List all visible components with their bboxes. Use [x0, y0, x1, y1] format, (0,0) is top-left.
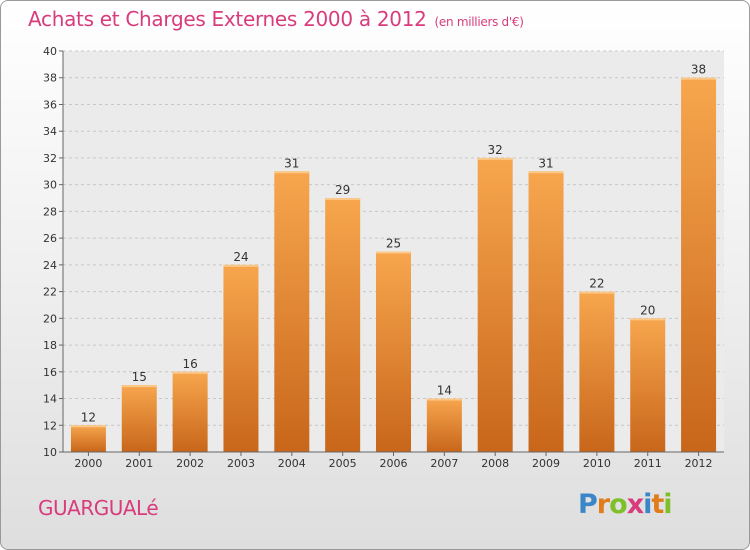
- chart-title: Achats et Charges Externes 2000 à 2012 (e…: [28, 7, 524, 31]
- x-tick-label: 2009: [532, 457, 560, 470]
- y-tick-label: 40: [43, 45, 57, 58]
- bar-2010: [579, 291, 615, 452]
- bar-top-highlight: [223, 264, 259, 267]
- bar-top-highlight: [325, 198, 361, 201]
- proxiti-logo: Proxiti: [578, 489, 673, 520]
- bar-2011: [630, 318, 666, 452]
- commune-name: GUARGUALé: [38, 496, 159, 520]
- chart-title-text: Achats et Charges Externes 2000 à 2012: [28, 7, 427, 31]
- x-tick-label: 2008: [481, 457, 509, 470]
- logo-letter: t: [651, 489, 664, 520]
- bar-value-label: 29: [335, 183, 350, 197]
- bar-top-highlight: [426, 398, 462, 401]
- y-tick-label: 20: [43, 312, 57, 325]
- logo-letter: x: [626, 489, 644, 520]
- bar-top-highlight: [70, 425, 106, 428]
- logo-letter: o: [609, 489, 628, 520]
- bar-top-highlight: [121, 385, 157, 388]
- y-tick-label: 26: [43, 232, 57, 245]
- bar-2005: [325, 198, 361, 452]
- y-tick-label: 32: [43, 152, 57, 165]
- y-tick-label: 38: [43, 72, 57, 85]
- bar-top-highlight: [172, 371, 208, 374]
- bar-2009: [528, 171, 564, 453]
- bar-2000: [70, 425, 106, 452]
- y-tick-label: 14: [43, 393, 57, 406]
- x-tick-label: 2007: [430, 457, 458, 470]
- bar-2001: [121, 385, 157, 452]
- bar-top-highlight: [477, 157, 513, 160]
- bar-2012: [681, 77, 717, 452]
- x-tick-label: 2002: [176, 457, 204, 470]
- bar-top-highlight: [579, 291, 615, 294]
- bar-top-highlight: [681, 77, 717, 80]
- bar-value-label: 31: [284, 156, 299, 170]
- bar-2007: [426, 398, 462, 452]
- bar-value-label: 15: [132, 370, 147, 384]
- x-tick-label: 2003: [227, 457, 255, 470]
- bar-value-label: 14: [437, 384, 452, 398]
- bar-top-highlight: [528, 171, 564, 174]
- bar-value-label: 20: [640, 303, 655, 317]
- y-tick-label: 18: [43, 339, 57, 352]
- y-tick-label: 22: [43, 286, 57, 299]
- bar-top-highlight: [630, 318, 666, 321]
- x-tick-label: 2000: [74, 457, 102, 470]
- bar-value-label: 32: [488, 143, 503, 157]
- y-tick-label: 16: [43, 366, 57, 379]
- x-tick-label: 2010: [583, 457, 611, 470]
- x-tick-label: 2005: [329, 457, 357, 470]
- bars: 12 15 16 24 31 29 25 14 32 31 22 20 38: [70, 63, 717, 453]
- y-tick-label: 28: [43, 205, 57, 218]
- logo-letter: i: [643, 489, 652, 520]
- bar-value-label: 12: [81, 410, 96, 424]
- x-tick-label: 2004: [278, 457, 306, 470]
- y-tick-label: 12: [43, 419, 57, 432]
- y-tick-label: 10: [43, 446, 57, 459]
- x-tick-label: 2012: [685, 457, 713, 470]
- logo-letter: r: [596, 489, 610, 520]
- bar-2004: [274, 171, 310, 453]
- logo-letter: i: [663, 489, 672, 520]
- bar-2002: [172, 371, 208, 452]
- bar-value-label: 25: [386, 237, 401, 251]
- y-tick-label: 34: [43, 125, 57, 138]
- bar-2008: [477, 157, 513, 452]
- bar-value-label: 38: [691, 63, 706, 77]
- bar-2006: [376, 251, 411, 452]
- bar-value-label: 24: [233, 250, 248, 264]
- y-axis-ticks: 10 12 14 16 18 20 22 24 26 28 30 32 34 36 38 40: [43, 45, 63, 459]
- x-tick-label: 2001: [125, 457, 153, 470]
- bar-top-highlight: [274, 171, 310, 174]
- y-tick-label: 30: [43, 179, 57, 192]
- bar-value-label: 31: [538, 156, 553, 170]
- bar-value-label: 16: [182, 357, 197, 371]
- bar-top-highlight: [376, 251, 411, 254]
- chart-subtitle: (en milliers d'€): [434, 15, 524, 29]
- bar-value-label: 22: [589, 277, 604, 291]
- logo-letter: P: [578, 489, 598, 520]
- y-tick-label: 24: [43, 259, 57, 272]
- y-tick-label: 36: [43, 98, 57, 111]
- x-tick-label: 2011: [634, 457, 662, 470]
- bar-2003: [223, 264, 259, 452]
- x-tick-label: 2006: [380, 457, 408, 470]
- x-axis-ticks: 2000 2001 2002 2003 2004 2005 2006 2007 2008 2009…: [74, 452, 713, 470]
